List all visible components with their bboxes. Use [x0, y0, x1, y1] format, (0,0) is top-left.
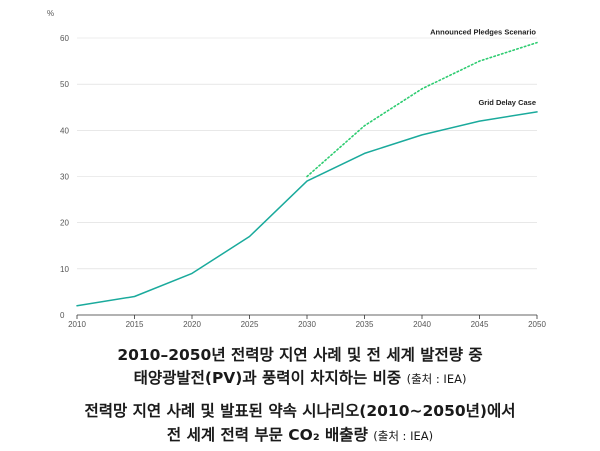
y-tick-label-50: 50: [60, 80, 69, 89]
series-label-0: Grid Delay Case: [478, 98, 536, 107]
caption-line-1: 2010–2050년 전력망 지연 사례 및 전 세계 발전량 중: [0, 343, 600, 365]
x-tick-label-2030: 2030: [298, 320, 316, 329]
series-line-1: [306, 41, 538, 178]
caption-title-1: 2010–2050년 전력망 지연 사례 및 전 세계 발전량 중: [117, 346, 483, 364]
series-label-1: Announced Pledges Scenario: [430, 28, 536, 37]
x-tick-label-2045: 2045: [471, 320, 489, 329]
x-tick-label-2020: 2020: [183, 320, 201, 329]
caption-title-4: 전 세계 전력 부문 CO₂ 배출량: [166, 426, 368, 444]
x-tick-label-2010: 2010: [68, 320, 86, 329]
caption-line-2: 태양광발전(PV)과 풍력이 차지하는 비중 (출처 : IEA): [0, 366, 600, 388]
series-line-0: [76, 111, 538, 307]
caption-line-4: 전 세계 전력 부문 CO₂ 배출량 (출처 : IEA): [0, 423, 600, 445]
grid-lines: [77, 37, 537, 270]
axes: [76, 314, 538, 319]
caption-source-2: (출처 : IEA): [373, 429, 434, 443]
x-tick-label-2025: 2025: [241, 320, 259, 329]
x-tick-label-2040: 2040: [413, 320, 431, 329]
y-tick-label-20: 20: [60, 219, 69, 228]
y-tick-label-40: 40: [60, 126, 69, 135]
caption-title-3: 전력망 지연 사례 및 발표된 약속 시나리오(2010~2050년)에서: [84, 402, 516, 420]
caption-line-3: 전력망 지연 사례 및 발표된 약속 시나리오(2010~2050년)에서: [0, 399, 600, 421]
y-tick-label-0: 0: [60, 311, 65, 320]
y-tick-label-10: 10: [60, 265, 69, 274]
x-tick-label-2050: 2050: [528, 320, 546, 329]
x-tick-label-2035: 2035: [356, 320, 374, 329]
x-tick-label-2015: 2015: [126, 320, 144, 329]
caption-title-2: 태양광발전(PV)과 풍력이 차지하는 비중: [133, 369, 402, 387]
series-group: [76, 41, 538, 307]
y-tick-label-30: 30: [60, 173, 69, 182]
y-unit-label: %: [47, 9, 54, 18]
y-tick-label-60: 60: [60, 34, 69, 43]
caption-source-1: (출처 : IEA): [406, 372, 467, 386]
